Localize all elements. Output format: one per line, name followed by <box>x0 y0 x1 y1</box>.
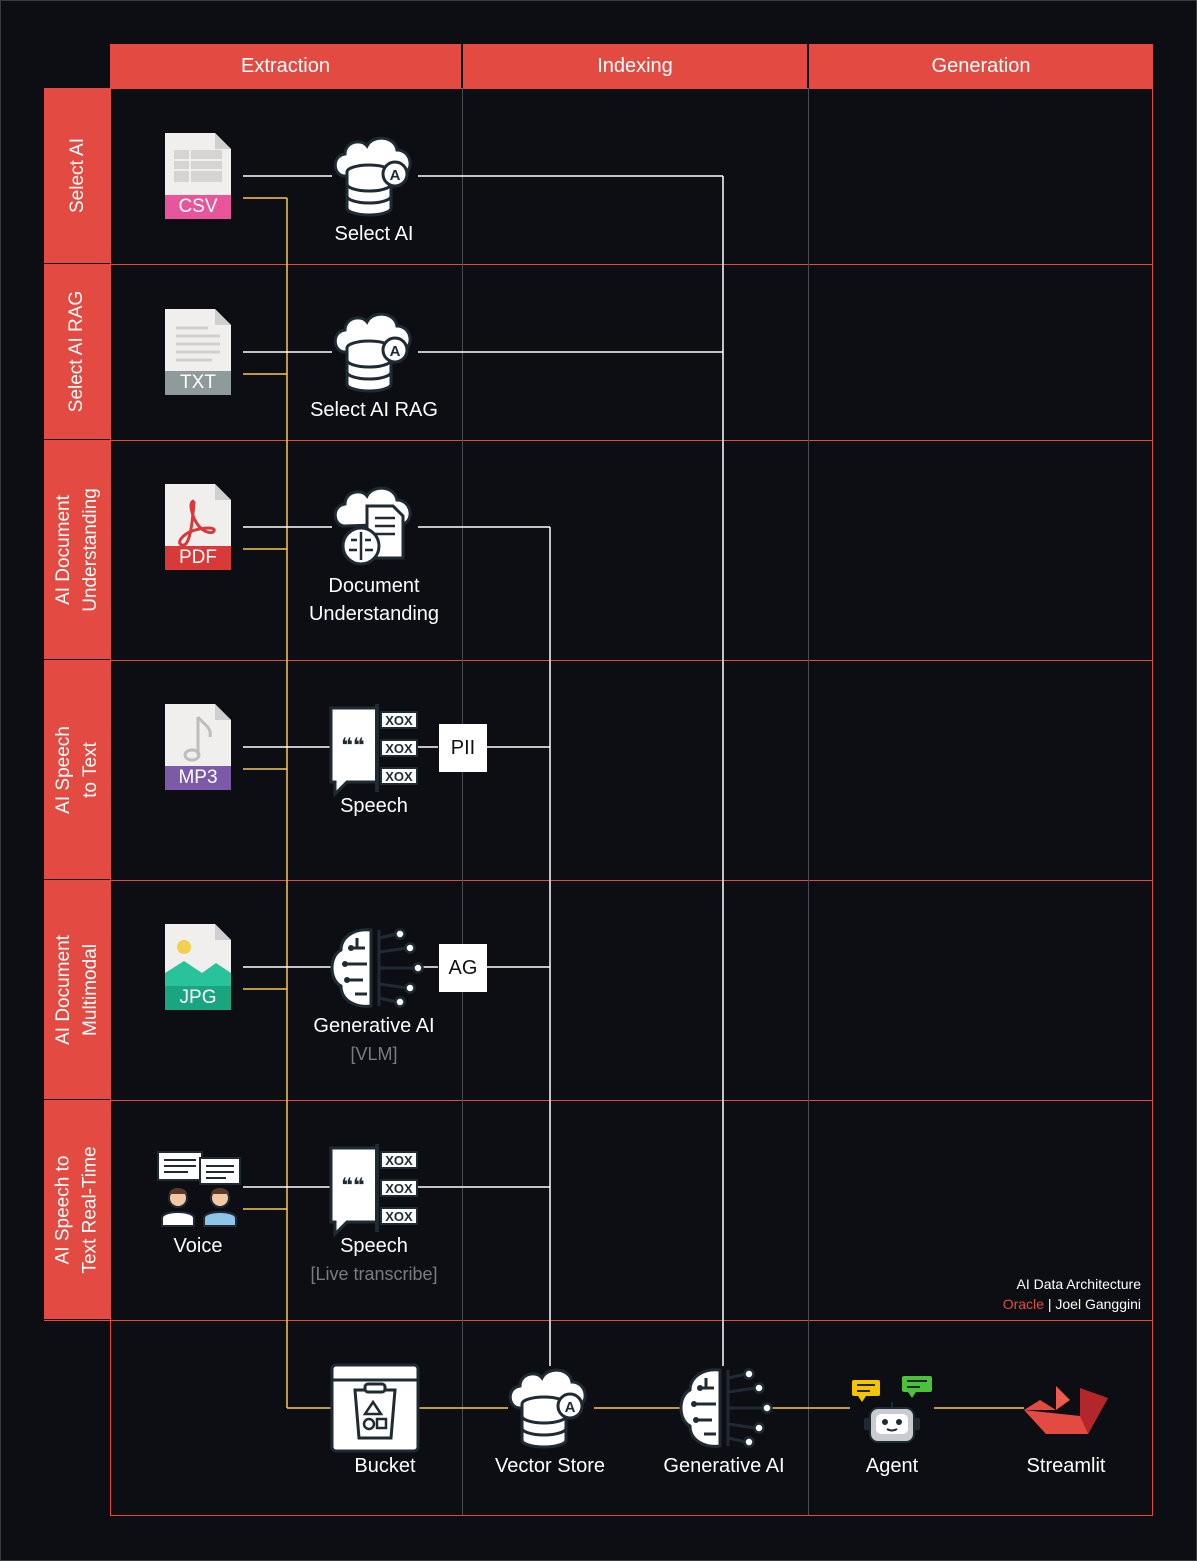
pdf-file-label: PDF <box>179 547 217 568</box>
mp3-file-icon <box>165 704 231 790</box>
vector-store-label: Vector Store <box>494 1455 606 1477</box>
column-header-indexing: Indexing <box>463 44 807 88</box>
mp3-file-label: MP3 <box>178 767 218 788</box>
csv-file-band <box>165 195 231 219</box>
pipeline-generative-ai-brain-icon <box>679 1368 773 1448</box>
select-ai-database-cloud-icon <box>333 136 412 217</box>
row-header-speech-to-text: AI Speech to Text <box>44 660 110 879</box>
voice-people-icon <box>157 1151 241 1227</box>
pdf-file-band <box>165 546 231 570</box>
credit-title: AI Data Architecture <box>1016 1276 1141 1292</box>
credit-org: Oracle <box>1002 1296 1044 1312</box>
agent-label: Agent <box>865 1455 919 1477</box>
row-header-speech-realtime: AI Speech to Text Real-Time <box>44 1100 110 1319</box>
document-understanding-icon <box>333 486 412 566</box>
speech-live-icon <box>329 1142 419 1236</box>
speech-live-label: Speech <box>340 1235 408 1257</box>
credit-separator: | <box>1047 1296 1052 1312</box>
ag-badge: AG <box>439 944 487 992</box>
grid-lines <box>44 88 1153 1516</box>
generative-ai-vlm-label: Generative AI <box>313 1015 435 1037</box>
txt-file-label: TXT <box>180 372 216 393</box>
speech-label: Speech <box>340 795 408 817</box>
jpg-file-icon <box>165 924 231 1010</box>
credit-block: AI Data Architecture Oracle | Joel Gangg… <box>1003 1274 1141 1314</box>
streamlit-label: Streamlit <box>1026 1455 1106 1477</box>
select-ai-label: Select AI <box>334 223 414 245</box>
generative-ai-brain-icon <box>330 928 424 1008</box>
white-connectors <box>243 175 724 1366</box>
generative-ai-vlm-sublabel: [VLM] <box>350 1044 398 1064</box>
agent-robot-icon <box>852 1376 932 1443</box>
bucket-label: Bucket <box>354 1455 416 1477</box>
csv-file-icon <box>165 133 231 219</box>
select-ai-rag-database-cloud-icon <box>333 312 412 393</box>
jpg-file-label: JPG <box>179 987 217 1008</box>
mp3-file-band <box>165 766 231 790</box>
speech-icon <box>329 702 419 796</box>
column-header-extraction: Extraction <box>110 44 461 88</box>
yellow-connectors <box>243 197 1024 1409</box>
voice-label: Voice <box>173 1235 223 1257</box>
document-understanding-label: Document Understanding <box>308 575 440 625</box>
txt-file-icon <box>165 309 231 395</box>
row-header-document-understanding: AI Document Understanding <box>44 440 110 659</box>
vector-store-database-cloud-icon <box>508 1368 587 1449</box>
row-header-select-ai: Select AI <box>44 88 110 263</box>
pii-badge: PII <box>439 724 487 772</box>
select-ai-rag-label: Select AI RAG <box>310 399 438 421</box>
credit-author: Joel Ganggini <box>1055 1296 1141 1312</box>
txt-file-band <box>165 371 231 395</box>
pdf-file-icon <box>165 484 231 570</box>
speech-live-sublabel: [Live transcribe] <box>310 1264 438 1284</box>
csv-file-label: CSV <box>178 196 218 217</box>
streamlit-icon <box>1024 1386 1108 1434</box>
row-header-document-multimodal: AI Document Multimodal <box>44 880 110 1099</box>
pipeline-generative-ai-label: Generative AI <box>663 1455 785 1477</box>
bucket-icon <box>330 1363 420 1453</box>
row-header-select-ai-rag: Select AI RAG <box>44 264 110 439</box>
jpg-file-band <box>165 986 231 1010</box>
column-header-generation: Generation <box>809 44 1153 88</box>
